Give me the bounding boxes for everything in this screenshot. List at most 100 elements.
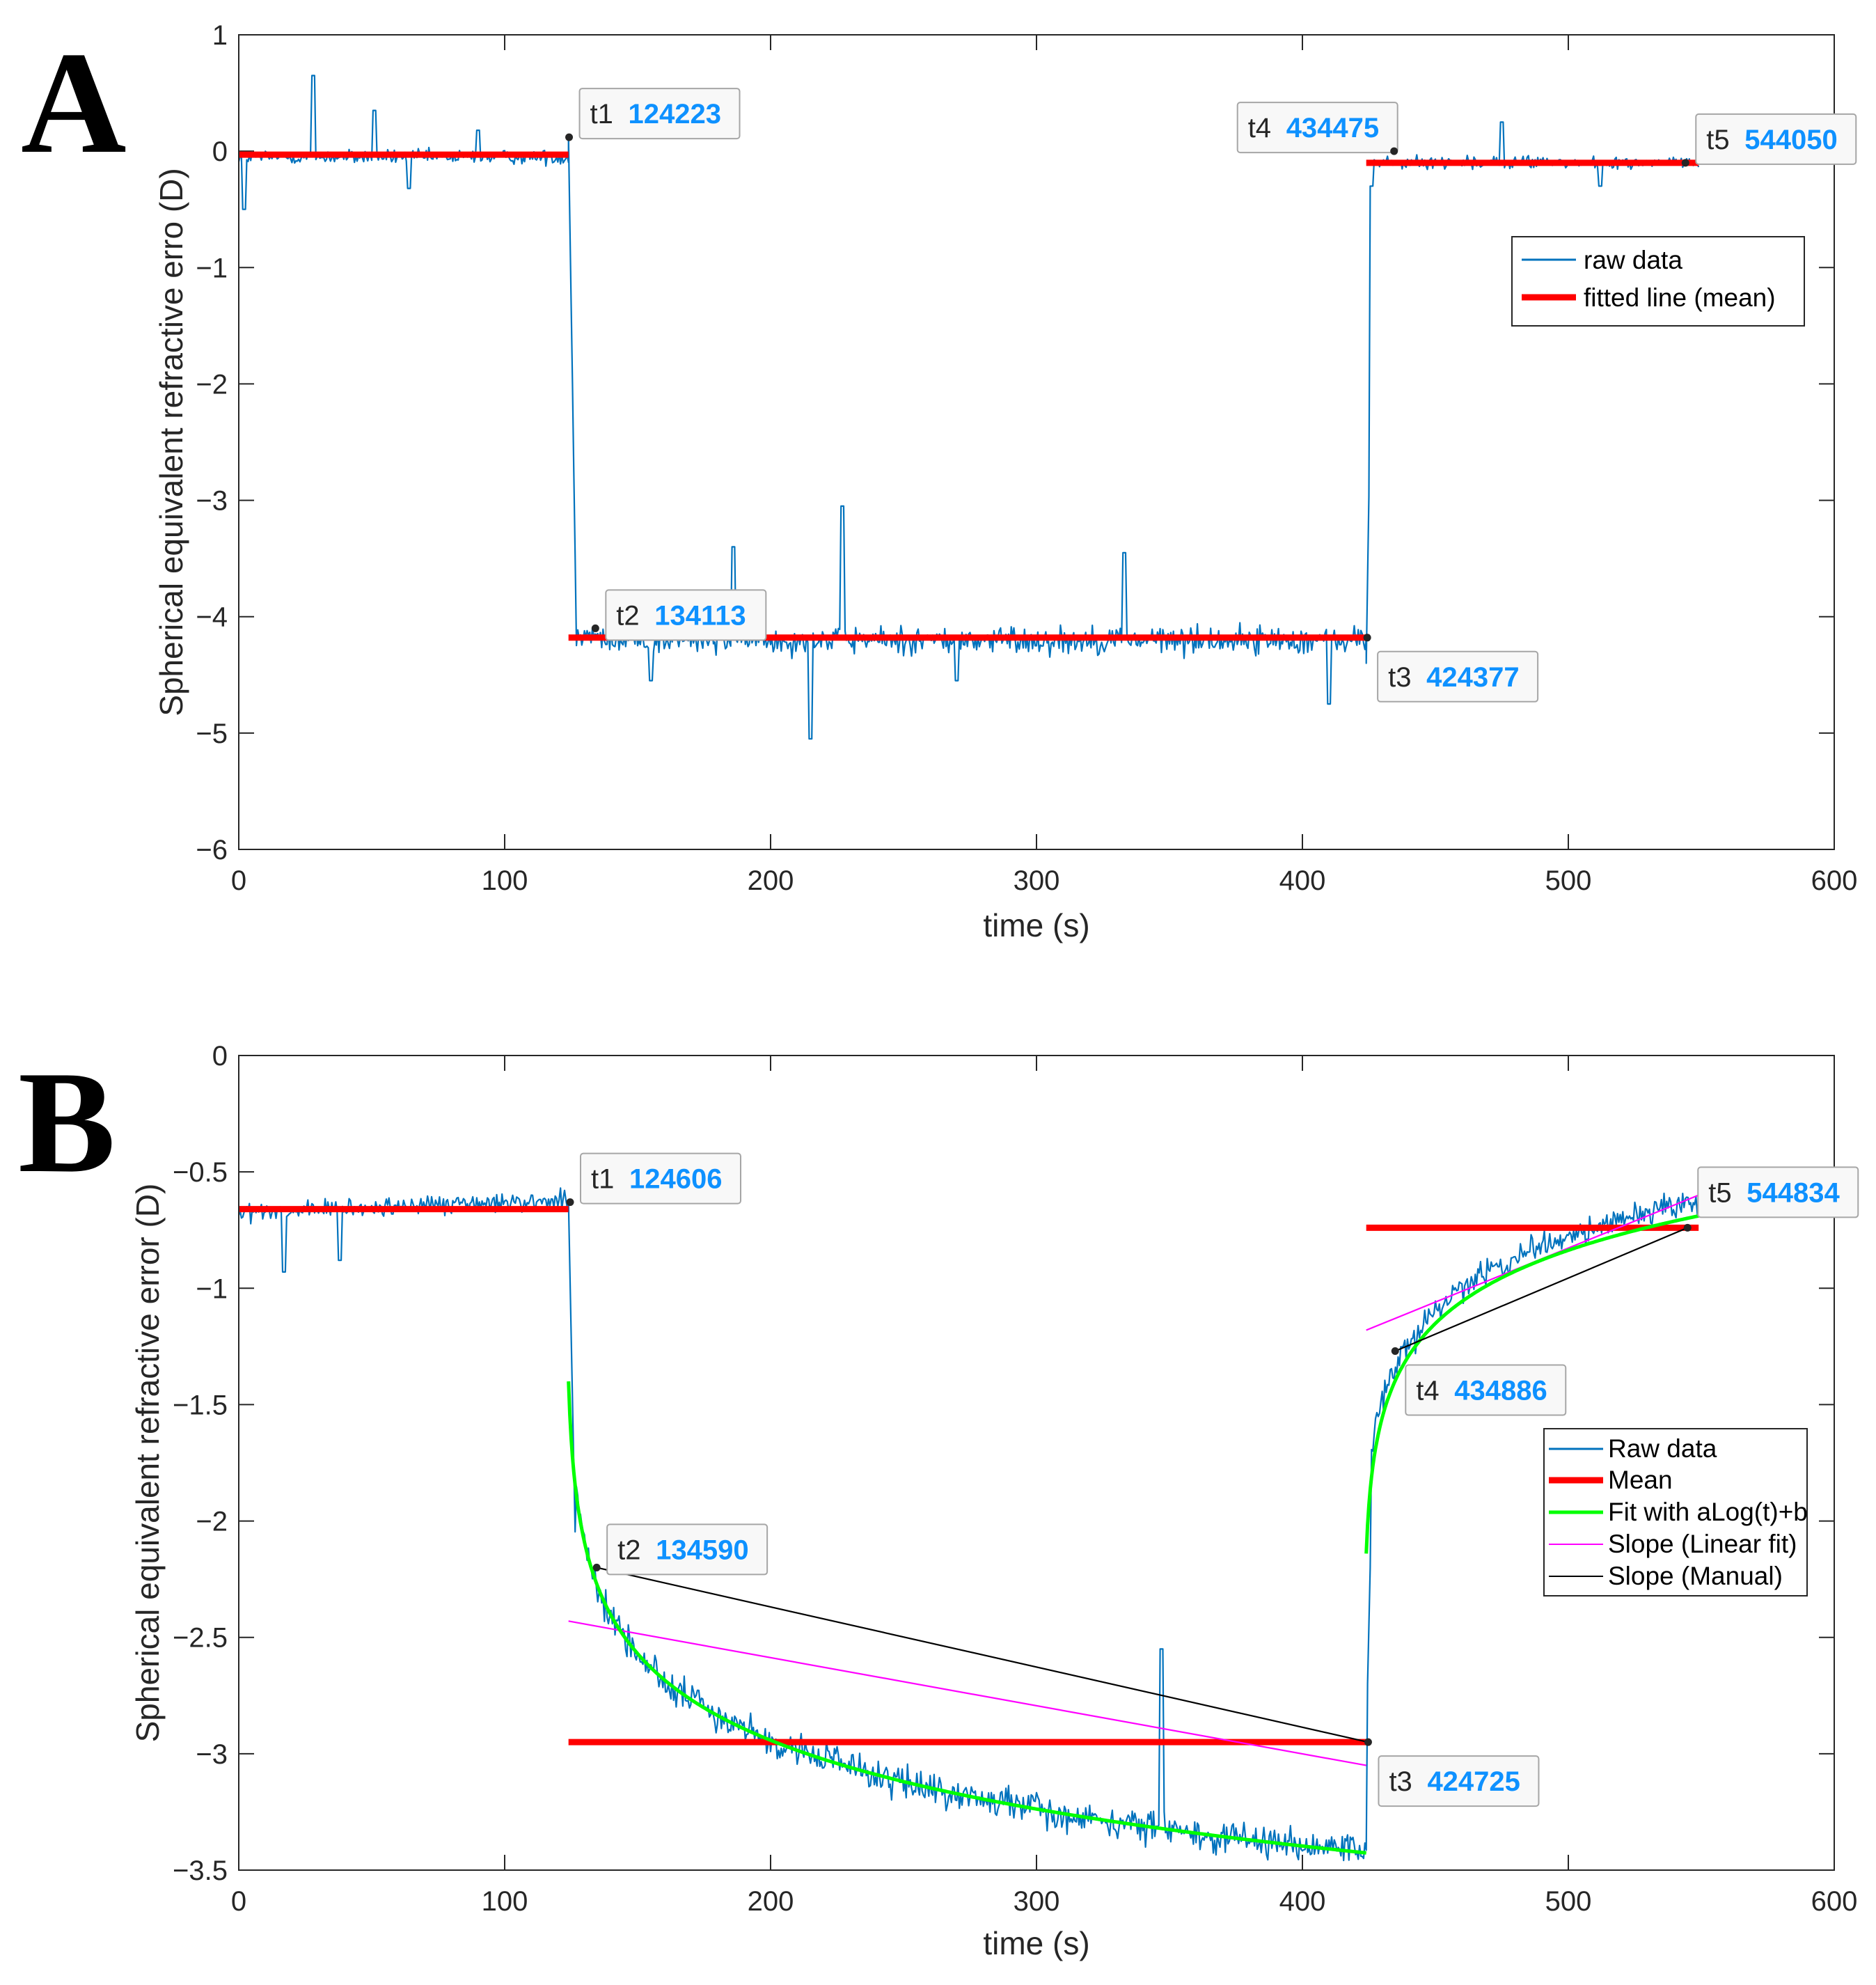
chart-a-frame: [238, 34, 1835, 850]
chart-a-xtick-labels: 0 100 200 300 400 500 600: [231, 865, 1858, 896]
y-tick-label: −1: [196, 253, 228, 283]
x-tick-label: 300: [1014, 1886, 1060, 1917]
x-tick-label: 200: [748, 865, 794, 896]
x-tick-label: 400: [1279, 1886, 1326, 1917]
panel-a-label: A: [21, 22, 127, 184]
datatip-marker: [566, 1198, 574, 1207]
datatip-box: [1236, 102, 1398, 154]
y-tick-label: −3: [196, 1739, 228, 1770]
x-tick-label: 400: [1279, 865, 1326, 896]
chart-a-legend-raw-label: raw data: [1584, 246, 1682, 274]
y-tick-label: 0: [212, 1041, 228, 1072]
chart-b-legend-raw-label: Raw data: [1608, 1434, 1717, 1463]
datatip-name: t3: [1388, 662, 1411, 693]
datatip-box: [579, 1152, 741, 1205]
datatip-marker: [1390, 147, 1398, 155]
datatip-box: [1377, 650, 1539, 703]
manual-slope-line: [596, 1567, 1369, 1743]
chart-b-fit-series: [567, 1214, 1699, 1855]
x-tick-label: 500: [1545, 865, 1592, 896]
datatip-box: [1697, 1166, 1859, 1218]
datatip-name: t5: [1706, 125, 1729, 155]
y-tick-label: −2.5: [173, 1623, 228, 1654]
datatip-marker: [565, 133, 574, 141]
chart-b-legend-manual-label: Slope (Manual): [1608, 1562, 1783, 1590]
chart-a-plot-area: [239, 35, 1834, 849]
y-tick-label: −0.5: [173, 1157, 228, 1188]
y-tick-label: −3: [196, 486, 228, 517]
datatip-box: [1405, 1364, 1567, 1416]
chart-b-xlabel: time (s): [983, 1925, 1089, 1961]
chart-a-xlabel: time (s): [983, 907, 1089, 943]
datatip-name: t4: [1248, 113, 1271, 143]
manual-slope-line: [1394, 1227, 1688, 1352]
datatip-marker: [1364, 1738, 1372, 1746]
y-tick-label: −2: [196, 1507, 228, 1537]
chart-a-ylabel: Spherical equivalent refractive erro (D): [153, 168, 189, 716]
chart-b-legend-mean-label: Mean: [1608, 1466, 1673, 1494]
datatip-name: t1: [591, 1164, 614, 1195]
chart-b-manual-series: [596, 1227, 1688, 1743]
datatip-box: [1695, 113, 1857, 165]
chart-b-ylabel: Spherical equivalent refractive error (D…: [129, 1184, 166, 1743]
chart-b-ytick-labels: −3.5 −3 −2.5 −2 −1.5 −1 −0.5 0: [173, 1041, 228, 1886]
datatip-name: t1: [590, 99, 613, 130]
y-tick-label: −1.5: [173, 1390, 228, 1420]
y-tick-label: −6: [196, 835, 228, 865]
chart-a-legend-box: [1511, 236, 1805, 327]
y-tick-label: −5: [196, 719, 228, 749]
y-tick-label: 1: [212, 20, 228, 51]
x-tick-label: 600: [1811, 865, 1858, 896]
chart-b-xtick-labels: 0 100 200 300 400 500 600: [231, 1886, 1858, 1917]
linear-fit-line: [568, 1620, 1366, 1766]
chart-a-legend: raw data fitted line (mean): [1511, 236, 1805, 327]
chart-b-legend-linear-label: Slope (Linear fit): [1608, 1530, 1797, 1558]
chart-b-legend: Raw data Mean Fit with aLog(t)+b Slope (…: [1543, 1428, 1808, 1596]
datatip-name: t2: [616, 600, 639, 631]
datatip-marker: [1681, 159, 1689, 167]
log-fit-line: [1364, 1214, 1699, 1554]
raw-data-line: [237, 1187, 1700, 1862]
datatip-box: [606, 1523, 768, 1576]
datatip-name: t2: [617, 1535, 640, 1565]
datatip-name: t5: [1708, 1177, 1731, 1208]
datatip-value: 124606: [629, 1164, 722, 1195]
datatip-marker: [592, 1563, 601, 1571]
x-tick-label: 500: [1545, 1886, 1592, 1917]
chart-b-frame: [238, 1055, 1835, 1871]
datatip-value: 424377: [1426, 662, 1519, 693]
chart-a: 0 100 200 300 400 500 600 −6 −5 −4 −3 −2 −1 0 1 time …: [153, 20, 1857, 943]
datatip-marker: [1363, 634, 1371, 642]
chart-b-legend-fit-label: Fit with aLog(t)+b: [1608, 1498, 1808, 1526]
x-tick-label: 0: [231, 865, 246, 896]
y-tick-label: −1: [196, 1273, 228, 1304]
chart-b-raw-series: [237, 1187, 1700, 1862]
datatip-value: 134590: [656, 1535, 748, 1565]
log-fit-line: [567, 1381, 1366, 1855]
datatip-value: 124223: [629, 99, 721, 130]
chart-a-ytick-labels: −6 −5 −4 −3 −2 −1 0 1: [196, 20, 228, 865]
x-tick-label: 0: [231, 1886, 246, 1917]
chart-a-datatips: t1 124223 t2 134113 t3 424377 t4 434475 t5 544050: [565, 88, 1857, 703]
datatip-value: 434475: [1286, 113, 1379, 143]
x-tick-label: 100: [482, 1886, 528, 1917]
datatip-value: 544050: [1744, 125, 1837, 155]
chart-b: 0 100 200 300 400 500 600 −3.5 −3 −2.5 −2 −1.5 −1 −0…: [129, 1041, 1859, 1961]
chart-b-datatips: t1 124606 t2 134590 t3 424725 t4 434886 t5 544834: [566, 1152, 1859, 1807]
datatip-value: 544834: [1747, 1177, 1840, 1208]
y-tick-label: −4: [196, 602, 228, 633]
datatip-value: 434886: [1454, 1376, 1547, 1406]
y-tick-label: −3.5: [173, 1855, 228, 1886]
datatip-value: 424725: [1427, 1766, 1520, 1797]
x-tick-label: 300: [1014, 865, 1060, 896]
y-tick-label: 0: [212, 136, 228, 167]
panel-b-label: B: [18, 1042, 116, 1203]
x-tick-label: 200: [748, 1886, 794, 1917]
datatip-value: 134113: [654, 600, 746, 631]
datatip-name: t4: [1416, 1376, 1439, 1406]
datatip-marker: [591, 624, 599, 632]
x-tick-label: 600: [1811, 1886, 1858, 1917]
datatip-marker: [1391, 1347, 1399, 1356]
datatip-box: [605, 589, 767, 641]
